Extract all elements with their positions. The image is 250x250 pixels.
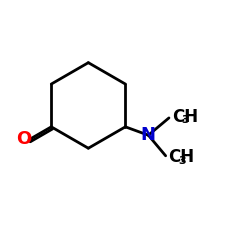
Text: CH: CH <box>168 148 195 166</box>
Text: 3: 3 <box>178 156 186 166</box>
Text: N: N <box>141 126 156 144</box>
Text: O: O <box>16 130 31 148</box>
Text: 3: 3 <box>182 115 189 125</box>
Text: CH: CH <box>172 108 198 126</box>
